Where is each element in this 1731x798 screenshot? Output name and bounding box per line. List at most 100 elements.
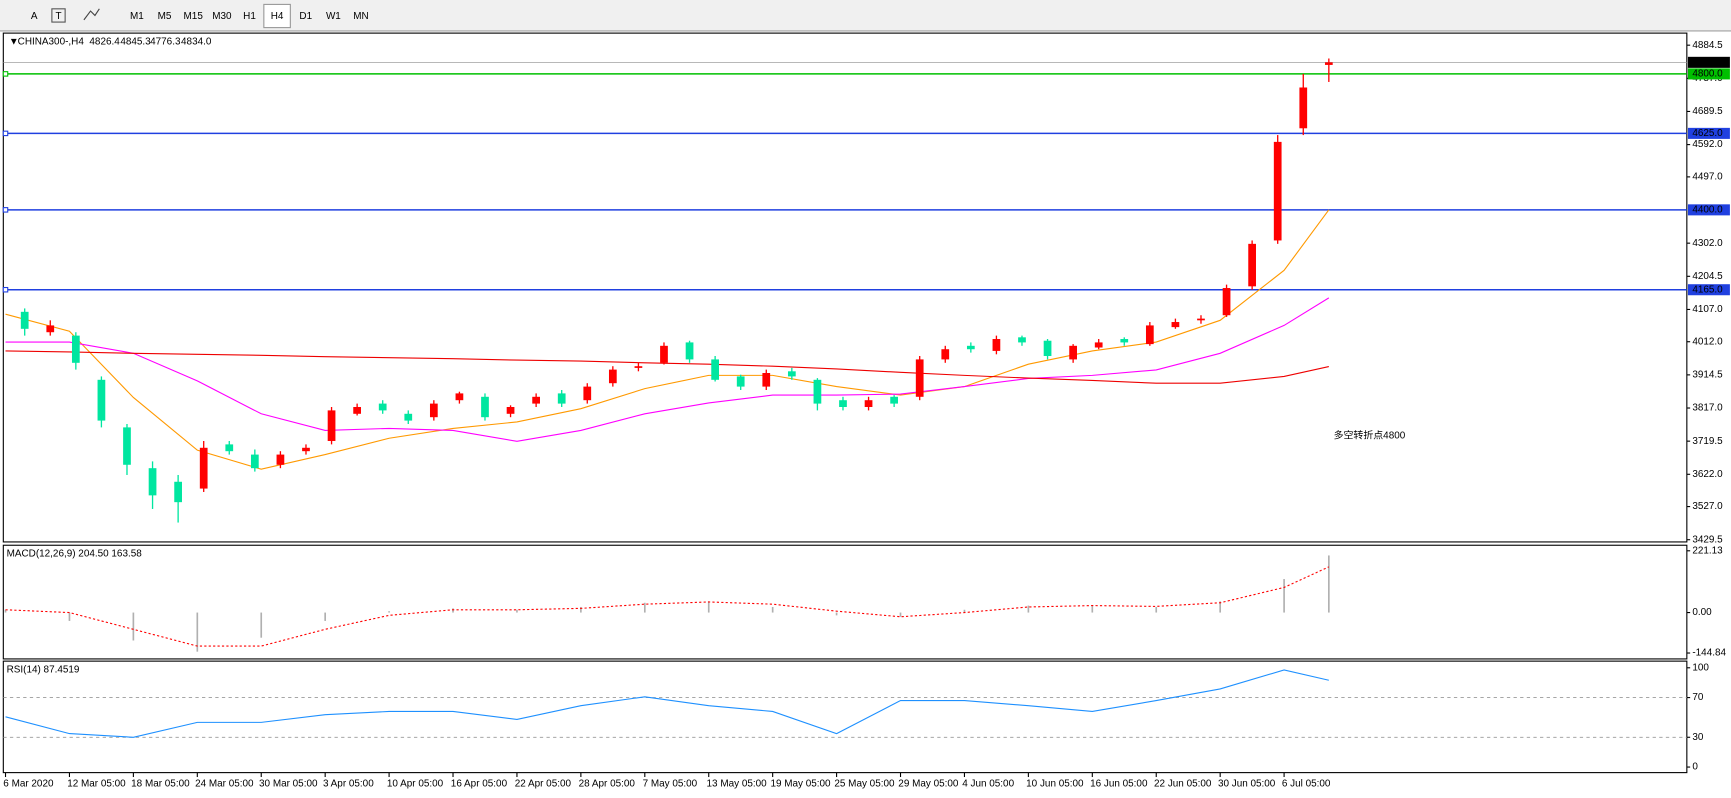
y-tick-label: 4497.0 xyxy=(1692,172,1723,183)
x-tick-label: 16 Jun 05:00 xyxy=(1090,778,1148,789)
y-tick-label: 30 xyxy=(1692,732,1704,743)
x-tick-label: 25 May 05:00 xyxy=(834,778,895,789)
candle-body xyxy=(608,369,617,384)
level-handle[interactable] xyxy=(2,71,9,77)
candle-body xyxy=(97,379,106,421)
y-tick-label: 4884.5 xyxy=(1692,40,1723,51)
y-tick-label: 0.00 xyxy=(1692,607,1712,618)
candle-body xyxy=(839,400,847,407)
level-box xyxy=(1687,68,1730,80)
y-tick-label: 3914.5 xyxy=(1692,370,1723,381)
y-tick-label: 4689.5 xyxy=(1692,106,1723,117)
header-ohlc: 4845.3 xyxy=(120,37,151,48)
candle-body xyxy=(1069,345,1077,360)
y-tick-label: 4204.5 xyxy=(1692,271,1723,282)
candle-body xyxy=(890,396,898,404)
y-tick-label: 3429.5 xyxy=(1692,534,1723,545)
timeframe-button[interactable]: M5 xyxy=(158,11,172,22)
timeframe-button[interactable]: H1 xyxy=(243,11,256,22)
y-tick-label: 4302.0 xyxy=(1692,238,1723,249)
candle-body xyxy=(506,406,515,414)
timeframe-button[interactable]: W1 xyxy=(326,11,341,22)
candle-body xyxy=(71,335,80,363)
x-tick-label: 12 Mar 05:00 xyxy=(67,778,126,789)
candle-body xyxy=(1120,339,1129,343)
timeframe-button[interactable]: M30 xyxy=(212,11,232,22)
candle-body xyxy=(1043,340,1052,357)
candle-body xyxy=(583,386,592,401)
timeframe-button[interactable]: MN xyxy=(353,11,368,22)
y-tick-label: 0 xyxy=(1692,762,1698,773)
indicator-title: RSI(14) 87.4519 xyxy=(7,665,80,676)
text-tool-letter: T xyxy=(55,11,61,22)
header-ohlc: 4826.4 xyxy=(89,37,120,48)
x-tick-label: 10 Jun 05:00 xyxy=(1026,778,1084,789)
candle-body xyxy=(941,349,950,360)
level-label: 4800.0 xyxy=(1692,69,1723,80)
candle-body xyxy=(429,403,438,418)
y-tick-label: 3817.0 xyxy=(1692,403,1723,414)
candle-body xyxy=(481,396,489,418)
x-tick-label: 22 Jun 05:00 xyxy=(1154,778,1212,789)
y-tick-label: 100 xyxy=(1692,662,1709,673)
level-handle[interactable] xyxy=(2,286,9,293)
candle-body xyxy=(1197,318,1205,321)
candle-body xyxy=(404,413,413,421)
level-label: 4165.0 xyxy=(1692,284,1723,295)
y-tick-label: -144.84 xyxy=(1692,648,1726,659)
candle-body xyxy=(1273,141,1282,241)
level-handle[interactable] xyxy=(2,130,9,137)
candle-body xyxy=(225,444,234,452)
annotation: 多空转折点4800 xyxy=(1334,429,1406,442)
x-tick-label: 30 Jun 05:00 xyxy=(1218,778,1276,789)
candle-body xyxy=(1018,337,1026,343)
candle-body xyxy=(762,373,771,387)
candle-body xyxy=(992,339,1001,351)
timeframe-button[interactable]: M1 xyxy=(130,11,144,22)
candle-body xyxy=(174,481,182,503)
panel-frame xyxy=(2,544,1688,660)
x-tick-label: 22 Apr 05:00 xyxy=(515,778,572,789)
x-tick-label: 3 Apr 05:00 xyxy=(323,778,374,789)
candle-body xyxy=(966,345,975,350)
last-price-label: 4834.0 xyxy=(1692,57,1723,68)
timeframe-button[interactable]: M15 xyxy=(184,11,204,22)
arrow-tool-icon[interactable] xyxy=(83,8,100,21)
candle-body xyxy=(1145,325,1154,345)
candle-body xyxy=(864,400,873,407)
candle-body xyxy=(302,447,310,452)
moving-average xyxy=(5,350,1329,384)
candle-body xyxy=(634,366,643,368)
candle-body xyxy=(1171,322,1180,328)
y-tick-label: 3719.5 xyxy=(1692,436,1723,447)
y-tick-label: 4107.0 xyxy=(1692,304,1723,315)
text-tool-icon[interactable] xyxy=(51,8,66,23)
candle-body xyxy=(532,396,540,404)
y-tick-label: 3527.0 xyxy=(1692,501,1723,512)
y-tick-label: 4012.0 xyxy=(1692,336,1723,347)
candle-body xyxy=(1248,243,1256,287)
candle-body xyxy=(199,447,208,489)
candle-body xyxy=(915,359,924,397)
x-tick-label: 6 Mar 2020 xyxy=(3,778,54,789)
header-ohlc: 4834.0 xyxy=(181,37,212,48)
x-tick-label: 24 Mar 05:00 xyxy=(195,778,254,789)
y-tick-label: 4592.0 xyxy=(1692,139,1723,150)
active-timeframe xyxy=(263,3,291,29)
last-price-box xyxy=(1687,56,1730,68)
timeframe-button[interactable]: D1 xyxy=(299,11,312,22)
candle-body xyxy=(660,345,668,363)
y-tick-label: 70 xyxy=(1692,692,1704,703)
candle-body xyxy=(327,410,336,441)
tool-button[interactable]: A xyxy=(31,11,38,22)
candle-body xyxy=(1094,342,1103,348)
x-tick-label: 18 Mar 05:00 xyxy=(131,778,190,789)
x-tick-label: 7 May 05:00 xyxy=(643,778,698,789)
candle-body xyxy=(46,325,55,333)
level-handle[interactable] xyxy=(2,207,9,213)
candle-body xyxy=(711,359,719,380)
moving-average xyxy=(5,209,1330,470)
timeframe-button[interactable]: H4 xyxy=(271,11,284,22)
header-marker: ▼ xyxy=(9,37,19,48)
candle-body xyxy=(123,427,131,465)
